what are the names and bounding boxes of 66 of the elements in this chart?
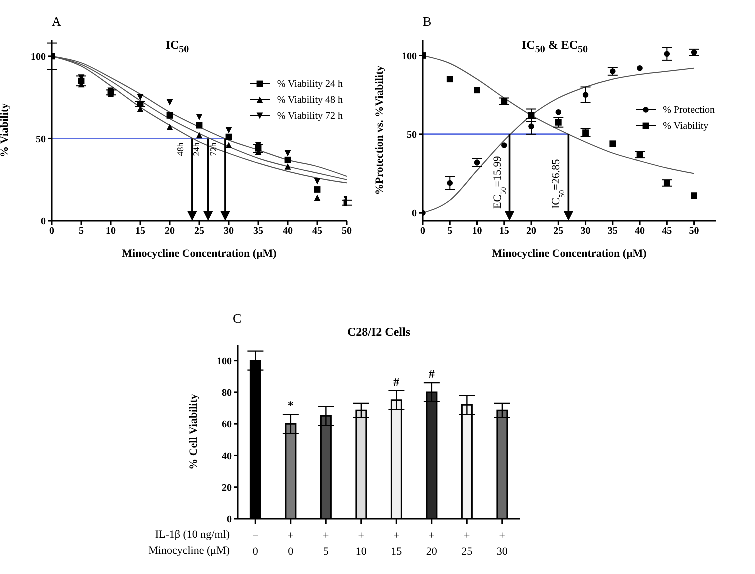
text: IL-1β (10 ng/ml) [154, 529, 230, 541]
x-tick-label: 45 [312, 226, 322, 238]
chart-title: IC$_{50}$ & EC$_{50}$ [522, 38, 588, 56]
x-tick-label: 50 [689, 226, 700, 238]
annotation: 72h [208, 142, 218, 156]
legend-label: % Viability 72 h [277, 110, 343, 122]
y-tick-label: 0 [412, 208, 417, 220]
annotation: # [428, 366, 435, 381]
x-tick-label: − 0 [252, 530, 259, 558]
x-tick-label: 35 [608, 226, 618, 238]
text: B [423, 14, 432, 30]
text: A [52, 14, 62, 30]
annotation: 48h [175, 142, 186, 156]
x-tick-label: + 25 [462, 530, 474, 558]
annotation: * [288, 398, 294, 413]
y-axis-title: % Viability [0, 102, 11, 158]
legend-label: % Viability 24 h [277, 78, 343, 90]
annotation: # [394, 374, 400, 389]
x-tick-label: + 20 [426, 530, 438, 558]
annotation: 24h [191, 142, 202, 156]
y-axis-title: %Protection vs. %Viability [374, 65, 386, 196]
y-tick-label: 0 [41, 216, 46, 228]
x-axis-title: Minocycline Concentration (μM) [122, 248, 278, 260]
legend-label: % Viability 48 h [277, 94, 343, 106]
y-tick-label: 60 [222, 420, 232, 431]
x-tick-label: 25 [194, 226, 204, 238]
chart-title: C28/I2 Cells [346, 325, 412, 340]
y-axis-title: % Cell Viability [188, 394, 200, 470]
x-tick-label: + 30 [496, 530, 508, 558]
x-axis-title: Minocycline Concentration (μM) [492, 248, 648, 260]
y-tick-label: 80 [222, 388, 232, 400]
legend-label: % Protection [663, 104, 715, 116]
text: Minocycline (μM) [148, 545, 230, 557]
x-tick-label: 30 [580, 226, 591, 238]
x-tick-label: + 0 [288, 530, 294, 558]
y-tick-label: 50 [407, 130, 417, 141]
x-tick-label: 5 [79, 226, 84, 238]
x-tick-label: 15 [136, 226, 146, 238]
x-tick-label: 40 [635, 226, 646, 238]
x-tick-label: 10 [472, 226, 482, 238]
x-tick-label: 5 [448, 226, 453, 238]
y-tick-label: 100 [402, 51, 417, 62]
x-tick-label: 15 [499, 226, 510, 238]
x-tick-label: + 5 [323, 530, 330, 558]
x-tick-label: 10 [106, 226, 116, 238]
chart-title: IC$_{50}$ [166, 38, 190, 56]
x-tick-label: 20 [526, 226, 537, 238]
y-tick-label: 100 [217, 356, 232, 368]
x-tick-label: + 15 [391, 530, 403, 558]
x-tick-label: + 10 [356, 530, 368, 558]
x-tick-label: 25 [554, 226, 564, 238]
text: C [233, 311, 242, 327]
y-tick-label: 50 [36, 134, 46, 146]
legend-label: % Viability [663, 120, 709, 132]
y-tick-label: 100 [31, 52, 46, 64]
y-tick-label: 40 [222, 451, 232, 462]
x-tick-label: 0 [420, 226, 426, 238]
x-tick-label: 50 [342, 226, 352, 238]
x-tick-label: 40 [283, 226, 293, 238]
y-tick-label: 20 [222, 482, 232, 494]
x-tick-label: 30 [224, 226, 234, 238]
x-tick-label: 0 [50, 226, 54, 238]
x-tick-label: 35 [254, 226, 264, 238]
y-tick-label: 0 [227, 514, 232, 526]
x-tick-label: 45 [662, 226, 672, 238]
x-tick-label: 20 [165, 226, 175, 238]
